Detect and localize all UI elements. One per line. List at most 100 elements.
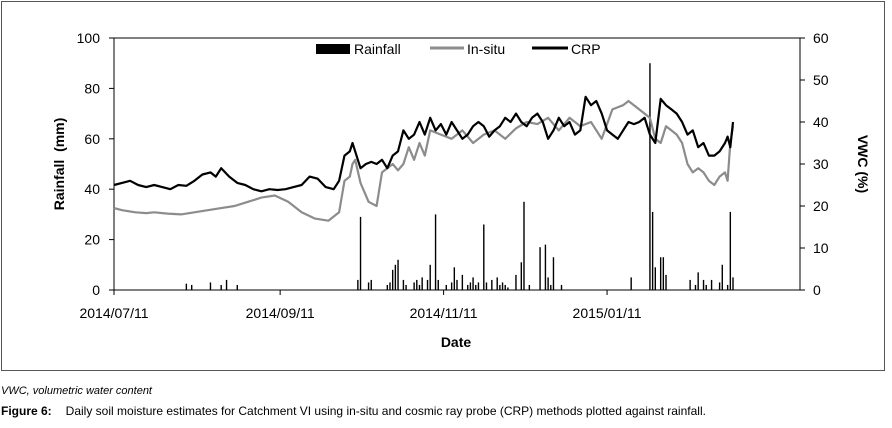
rainfall-bar — [651, 211, 654, 290]
x-axis-tick-label: 2014/07/11 — [79, 305, 148, 321]
rainfall-bar — [367, 282, 370, 290]
rainfall-bar — [426, 279, 429, 290]
rainfall-bar — [461, 274, 464, 290]
rainfall-bar — [370, 279, 372, 290]
rainfall-bar — [630, 277, 632, 290]
rainfall-bar — [405, 284, 407, 290]
rainfall-bar — [710, 279, 713, 290]
figure-label: Figure 6: — [1, 404, 52, 418]
rainfall-bar — [209, 282, 212, 290]
figure-caption-text: Daily soil moisture estimates for Catchm… — [65, 404, 706, 418]
x-axis-tick-labels: 2014/07/11 2014/09/11 2014/11/11 2015/01/11 — [79, 305, 641, 321]
rainfall-bar — [386, 284, 389, 290]
rainfall-bar — [528, 284, 531, 290]
abbreviation-note: VWC, volumetric water content — [1, 385, 152, 397]
right-axis-tick-label: 30 — [813, 156, 829, 172]
rainfall-bar — [726, 284, 729, 290]
chart-frame: 0 20 40 60 80 100 0 10 20 30 40 50 60 2014/07/11 201… — [1, 1, 885, 371]
rainfall-bar — [467, 284, 469, 290]
y-axis-left-label: Rainfall (mm) — [51, 118, 67, 211]
rainfall-bar — [501, 282, 504, 290]
rainfall-bar — [236, 284, 238, 290]
right-axis-tick-label: 40 — [813, 114, 829, 130]
rainfall-bar — [665, 274, 667, 290]
rainfall-bar — [413, 282, 415, 290]
rainfall-bar — [552, 257, 555, 290]
left-axis-tick-label: 0 — [92, 282, 100, 298]
left-axis-tick-label: 100 — [77, 30, 101, 46]
rainfall-bar — [418, 284, 421, 290]
rainfall-bar — [394, 264, 397, 290]
rainfall-bar — [504, 284, 506, 290]
rainfall-bar — [402, 279, 405, 290]
legend-rainfall-swatch — [316, 44, 350, 54]
rainfall-bar — [550, 284, 552, 290]
rainfall-bar — [523, 201, 525, 290]
right-axis-tick-label: 0 — [813, 282, 821, 298]
rainfall-bar — [456, 279, 458, 290]
rainfall-bar — [191, 284, 193, 290]
rainfall-bar — [469, 282, 472, 290]
right-axis-tick-label: 50 — [813, 72, 829, 88]
x-axis-label: Date — [441, 334, 472, 350]
rainfall-bar — [389, 282, 391, 290]
rainfall-bar — [437, 279, 439, 290]
rainfall-bar — [721, 264, 723, 290]
left-axis-tick-label: 20 — [84, 232, 100, 248]
y-axis-right-label: VWC (%) — [855, 135, 871, 193]
right-axis-tick-labels: 0 10 20 30 40 50 60 — [813, 30, 829, 298]
rainfall-bar — [357, 279, 359, 290]
rainfall-bar — [697, 272, 699, 290]
insitu-line — [113, 99, 735, 222]
rainfall-bar — [689, 279, 691, 290]
rainfall-bar — [475, 284, 477, 290]
axis-ticks — [109, 37, 805, 295]
rainfall-bar — [472, 277, 474, 290]
legend-insitu-label: In-situ — [467, 41, 505, 57]
rainfall-bar — [225, 279, 228, 290]
rainfall-bar — [659, 257, 662, 290]
rainfall-bar — [491, 279, 493, 290]
rainfall-bar — [654, 267, 656, 290]
x-axis-tick-label: 2014/11/11 — [410, 305, 478, 321]
rainfall-bar — [429, 264, 431, 290]
figure-caption: Figure 6: Daily soil moisture estimates f… — [1, 404, 706, 418]
x-axis-tick-label: 2015/01/11 — [573, 305, 642, 321]
plot-area — [113, 37, 801, 291]
crp-line — [113, 95, 735, 193]
rainfall-bar — [662, 257, 665, 290]
rainfall-bar — [434, 214, 437, 290]
legend-rainfall-label: Rainfall — [354, 41, 401, 57]
rainfall-bar — [732, 277, 734, 290]
rainfall-bar — [359, 216, 362, 290]
legend-crp-label: CRP — [571, 41, 601, 57]
rainfall-bar — [421, 277, 423, 290]
rainfall-bar — [515, 274, 517, 290]
rainfall-bar — [445, 284, 447, 290]
rainfall-bar — [705, 284, 707, 290]
rainfall-bar — [729, 211, 732, 290]
rainfall-bar — [694, 284, 697, 290]
rainfall-bar — [547, 277, 549, 290]
rainfall-bar — [560, 284, 563, 290]
rainfall-bar — [397, 259, 399, 290]
right-axis-tick-label: 60 — [813, 30, 829, 46]
rainfall-bar — [391, 269, 394, 290]
right-axis-tick-label: 20 — [813, 198, 829, 214]
rainfall-bar — [544, 244, 547, 290]
rainfall-bar — [718, 282, 721, 290]
rainfall-bars — [185, 63, 734, 291]
rainfall-bar — [220, 284, 222, 290]
rainfall-bar — [507, 287, 509, 290]
rainfall-bar — [539, 247, 541, 290]
legend: Rainfall In-situ CRP — [316, 41, 601, 57]
rainfall-bar — [702, 279, 705, 290]
rainfall-bar — [520, 262, 523, 290]
rainfall-bar — [185, 283, 188, 290]
rainfall-bar — [485, 282, 488, 290]
rainfall-bar — [649, 63, 651, 291]
left-axis-tick-label: 80 — [84, 80, 100, 96]
right-axis-tick-label: 10 — [813, 240, 829, 256]
rainfall-bar — [499, 284, 501, 290]
